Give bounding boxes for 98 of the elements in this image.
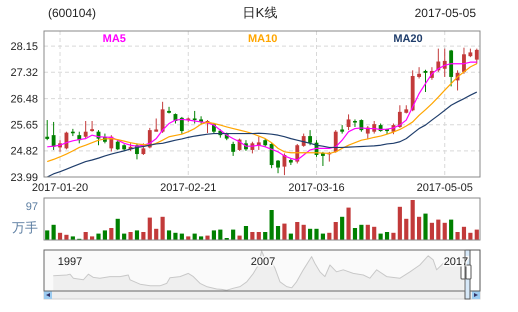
bar [134, 230, 140, 240]
x-tick-label: 2017-03-16 [288, 182, 345, 194]
x-tick-label: 2017-02-21 [160, 182, 216, 194]
bar [359, 224, 364, 240]
bar [122, 234, 126, 240]
y-tick-label: 25.65 [10, 120, 38, 132]
bar [372, 226, 376, 240]
bar [282, 224, 287, 240]
x-tick-label: 2017-05-05 [416, 182, 473, 194]
chart-title: 日K线 [242, 5, 278, 20]
candlestick [84, 120, 88, 140]
bar [180, 234, 184, 240]
bar [436, 220, 440, 240]
bar [52, 224, 56, 240]
candlestick [282, 152, 286, 176]
y-tick-label: 28.15 [10, 40, 38, 53]
candlestick [398, 104, 402, 128]
y-tick-label: 27.32 [10, 67, 38, 80]
bar [462, 226, 466, 240]
bar [384, 232, 390, 240]
bar [160, 216, 165, 240]
bar [430, 222, 434, 240]
candlestick [180, 116, 184, 134]
bar [154, 228, 158, 240]
bar [288, 234, 293, 240]
bar [366, 224, 370, 240]
bar [109, 228, 114, 240]
candlestick [141, 142, 146, 156]
candlestick [320, 151, 325, 166]
bar [250, 232, 254, 240]
bar [423, 214, 428, 240]
bar [186, 236, 190, 240]
candlestick [276, 160, 280, 174]
candlestick [417, 66, 422, 80]
bar [256, 232, 261, 240]
bar [212, 230, 216, 240]
x-tick-label: 2007 [250, 256, 276, 268]
candlestick [116, 140, 120, 150]
candlestick [64, 131, 68, 150]
bar [116, 218, 120, 240]
y-tick-label: 26.48 [10, 94, 38, 106]
candlestick [231, 141, 236, 156]
bar [442, 222, 447, 240]
bar [314, 228, 319, 240]
bar [270, 210, 274, 240]
text: 97 [26, 201, 38, 213]
bar [474, 230, 479, 240]
y-tick-label: 23.99 [10, 172, 38, 184]
bar [327, 232, 332, 240]
candlestick [359, 118, 364, 132]
candlestick [45, 120, 50, 141]
bar [346, 208, 351, 240]
bar [128, 232, 133, 240]
x-tick-label: 1997 [58, 256, 82, 268]
bar [455, 232, 460, 240]
bar [148, 218, 152, 240]
candlestick [346, 114, 350, 131]
bar [449, 220, 454, 240]
text: (600104) [48, 6, 96, 20]
bar [96, 234, 101, 240]
bar [378, 234, 383, 240]
x-tick-label: 2017-01-20 [32, 182, 88, 194]
bar [320, 234, 325, 240]
text: MA20 [393, 33, 423, 45]
bar [45, 230, 50, 240]
bar [141, 232, 146, 240]
line-series [46, 91, 478, 178]
bar [244, 226, 248, 240]
bar [295, 222, 300, 240]
text: 2017-05-05 [414, 6, 476, 20]
candlestick [270, 142, 274, 169]
bar [404, 218, 408, 240]
bar [417, 216, 422, 240]
bar [166, 230, 172, 240]
bar [308, 228, 312, 240]
bar [102, 230, 107, 240]
candlestick [90, 120, 94, 132]
bar [302, 224, 306, 240]
bar [410, 200, 415, 240]
text: MA10 [248, 33, 278, 45]
bar [263, 232, 268, 240]
y-tick-label: 24.82 [10, 146, 38, 158]
bar [192, 234, 197, 240]
bar [340, 216, 344, 240]
text: MA5 [102, 33, 126, 45]
y-axis-title: 万手 [12, 220, 38, 235]
bar [276, 226, 280, 240]
bar [231, 230, 236, 240]
candlestick [160, 101, 165, 134]
bar [84, 232, 88, 240]
bar [398, 206, 402, 240]
candlestick [52, 121, 56, 150]
candlestick [308, 130, 312, 146]
bar [218, 230, 222, 240]
candlestick [462, 47, 466, 74]
bar [352, 228, 358, 240]
candlestick [424, 69, 428, 93]
bar [334, 222, 338, 240]
